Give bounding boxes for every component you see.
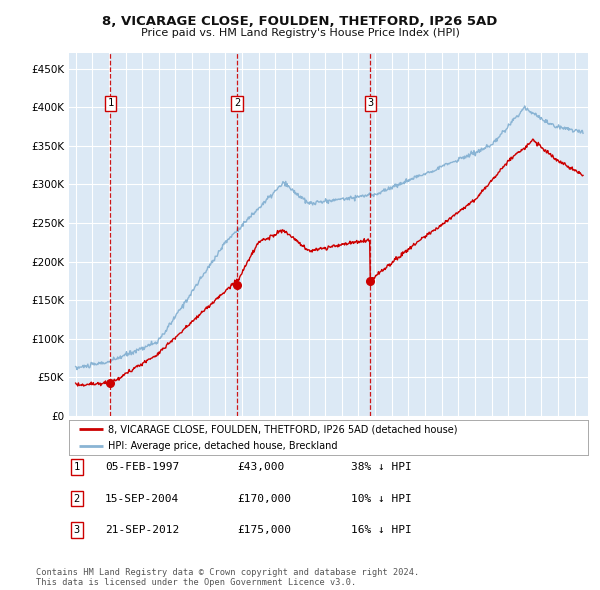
- Text: Contains HM Land Registry data © Crown copyright and database right 2024.
This d: Contains HM Land Registry data © Crown c…: [36, 568, 419, 587]
- Text: 2: 2: [74, 494, 80, 503]
- Text: 15-SEP-2004: 15-SEP-2004: [105, 494, 179, 503]
- Text: 10% ↓ HPI: 10% ↓ HPI: [351, 494, 412, 503]
- Text: £170,000: £170,000: [237, 494, 291, 503]
- Text: £43,000: £43,000: [237, 463, 284, 472]
- Text: 1: 1: [107, 99, 113, 109]
- Text: 3: 3: [74, 525, 80, 535]
- Text: 8, VICARAGE CLOSE, FOULDEN, THETFORD, IP26 5AD: 8, VICARAGE CLOSE, FOULDEN, THETFORD, IP…: [103, 15, 497, 28]
- Text: 3: 3: [367, 99, 373, 109]
- Text: 8, VICARAGE CLOSE, FOULDEN, THETFORD, IP26 5AD (detached house): 8, VICARAGE CLOSE, FOULDEN, THETFORD, IP…: [108, 424, 457, 434]
- Text: Price paid vs. HM Land Registry's House Price Index (HPI): Price paid vs. HM Land Registry's House …: [140, 28, 460, 38]
- Text: £175,000: £175,000: [237, 525, 291, 535]
- Text: 38% ↓ HPI: 38% ↓ HPI: [351, 463, 412, 472]
- Text: 1: 1: [74, 463, 80, 472]
- Text: 21-SEP-2012: 21-SEP-2012: [105, 525, 179, 535]
- Text: 05-FEB-1997: 05-FEB-1997: [105, 463, 179, 472]
- Text: HPI: Average price, detached house, Breckland: HPI: Average price, detached house, Brec…: [108, 441, 337, 451]
- Text: 16% ↓ HPI: 16% ↓ HPI: [351, 525, 412, 535]
- Text: 2: 2: [234, 99, 241, 109]
